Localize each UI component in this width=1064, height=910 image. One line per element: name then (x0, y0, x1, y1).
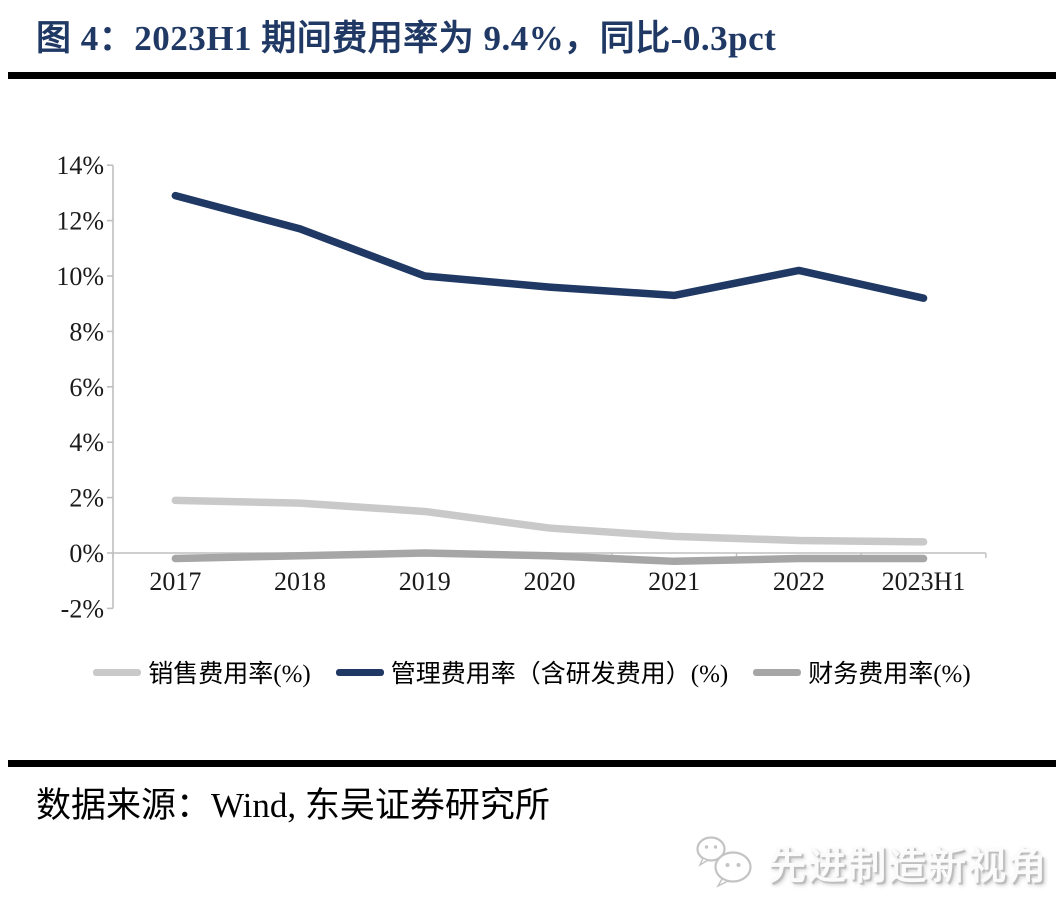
legend-swatch-financial-expense (753, 668, 802, 676)
data-source-text: 数据来源：Wind, 东吴证券研究所 (36, 786, 550, 825)
figure-title: 图 4：2023H1 期间费用率为 9.4%，同比-0.3pct (36, 19, 777, 58)
x-tick-label: 2023H1 (882, 567, 966, 596)
source-divider (8, 760, 1056, 767)
x-tick-label: 2020 (523, 567, 575, 596)
legend-label-financial-expense: 财务费用率(%) (808, 661, 971, 688)
x-tick-label: 2022 (773, 567, 825, 596)
y-tick-label: 8% (69, 317, 104, 346)
y-tick-label: 4% (69, 428, 104, 457)
x-tick-label: 2019 (399, 567, 451, 596)
legend-swatch-sales-expense (93, 668, 142, 676)
watermark: 先进制造新视角 (694, 834, 1048, 890)
x-tick-label: 2021 (648, 567, 700, 596)
y-tick-label: 2% (69, 484, 104, 513)
y-tick-label: 14% (56, 151, 104, 180)
y-tick-label: 0% (69, 539, 104, 568)
chart-svg: 14% 12% 10% 8% 6% 4% 2% 0% -2% 2017 2018 2019 2020 20… (56, 151, 987, 623)
series-line-0 (171, 496, 928, 546)
legend-item-sales-expense: 销售费用率(%) (93, 654, 311, 690)
title-divider (8, 72, 1056, 79)
x-tick-label: 2018 (274, 567, 326, 596)
series-line-2 (171, 549, 928, 566)
series-line-1 (171, 191, 928, 302)
legend-item-admin-expense: 管理费用率（含研发费用）(%) (335, 654, 729, 690)
x-tick-label: 2017 (149, 567, 201, 596)
y-tick-label: 10% (56, 262, 104, 291)
wechat-bubbles-icon (696, 836, 752, 888)
legend-swatch-admin-expense (335, 668, 384, 676)
chart-legend: 销售费用率(%) 管理费用率（含研发费用）(%) 财务费用率(%) (0, 650, 1064, 694)
legend-item-financial-expense: 财务费用率(%) (753, 654, 971, 690)
legend-label-sales-expense: 销售费用率(%) (148, 661, 311, 688)
y-tick-label: -2% (61, 594, 104, 623)
y-tick-label: 6% (69, 373, 104, 402)
watermark-text: 先进制造新视角 (767, 845, 1048, 888)
y-tick-label: 12% (56, 207, 104, 236)
legend-label-admin-expense: 管理费用率（含研发费用）(%) (390, 661, 729, 688)
